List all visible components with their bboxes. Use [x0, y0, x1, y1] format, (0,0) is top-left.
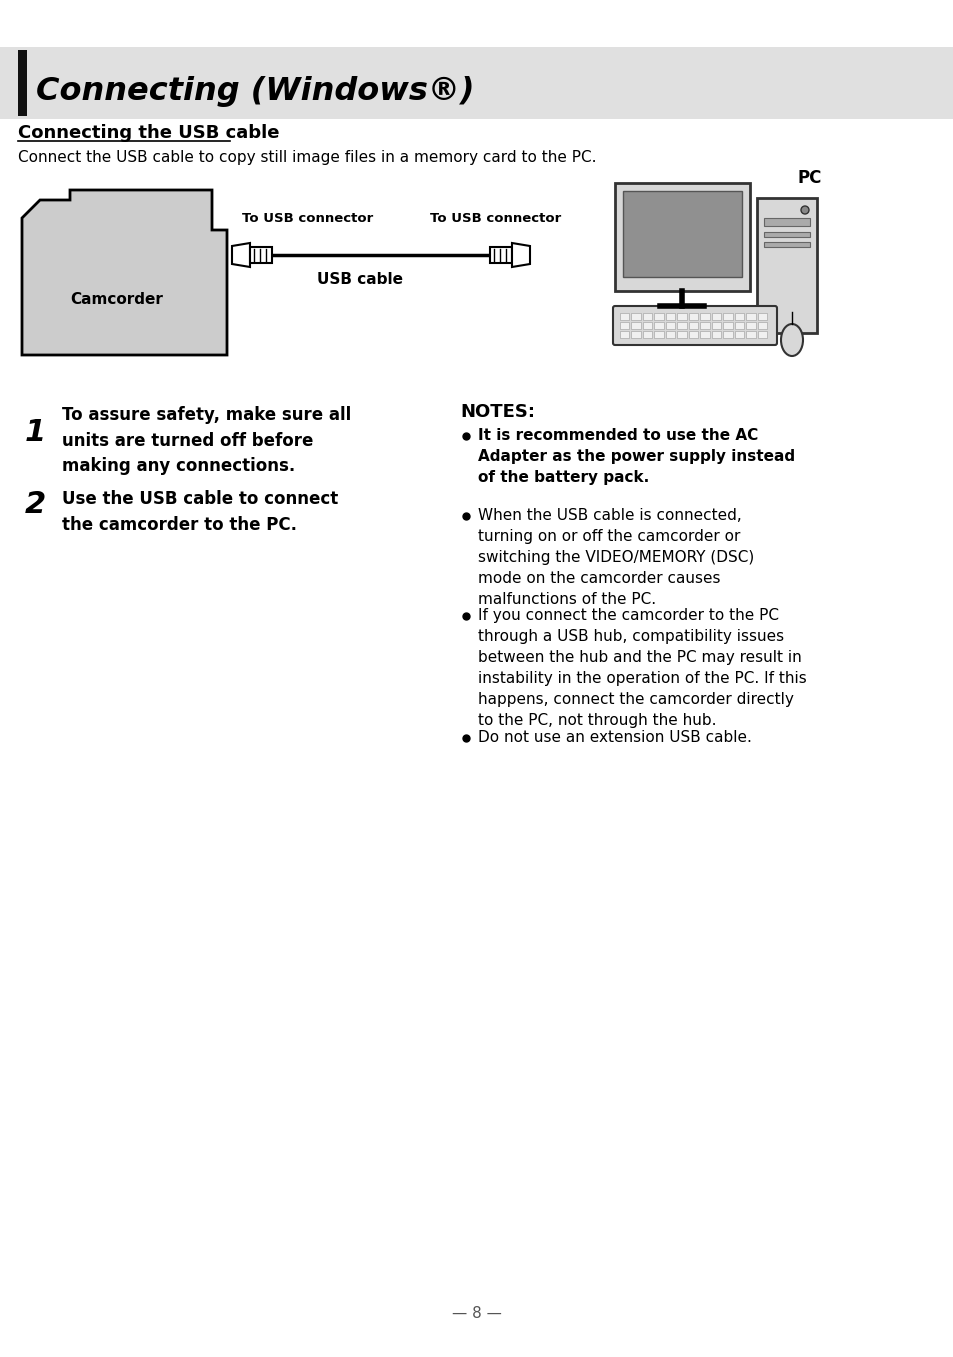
Bar [665, 313, 675, 320]
Bar [642, 331, 652, 338]
Text: Connecting (Windows®): Connecting (Windows®) [36, 76, 474, 107]
Bar [763, 218, 809, 227]
Circle shape [801, 206, 808, 214]
Bar [688, 313, 698, 320]
Bar [615, 183, 749, 290]
Bar [490, 247, 512, 263]
Text: Use the USB cable to connect
the camcorder to the PC.: Use the USB cable to connect the camcord… [62, 490, 338, 533]
Bar [700, 313, 709, 320]
Text: — 8 —: — 8 — [452, 1305, 501, 1320]
Polygon shape [232, 243, 250, 267]
Bar [677, 322, 686, 328]
Text: It is recommended to use the AC
Adapter as the power supply instead
of the batte: It is recommended to use the AC Adapter … [477, 427, 794, 484]
Bar [734, 313, 743, 320]
Text: Connecting the USB cable: Connecting the USB cable [18, 123, 279, 142]
Bar [250, 247, 272, 263]
FancyBboxPatch shape [613, 305, 776, 345]
Bar [700, 331, 709, 338]
Text: If you connect the camcorder to the PC
through a USB hub, compatibility issues
b: If you connect the camcorder to the PC t… [477, 608, 806, 727]
Text: 1: 1 [25, 418, 46, 446]
Bar [745, 331, 755, 338]
Bar [763, 232, 809, 237]
Bar [711, 322, 720, 328]
Bar [654, 331, 663, 338]
Bar [619, 331, 629, 338]
Text: Do not use an extension USB cable.: Do not use an extension USB cable. [477, 730, 751, 745]
Bar [0, 47, 953, 119]
Bar [619, 322, 629, 328]
Bar [745, 313, 755, 320]
Bar [677, 313, 686, 320]
Bar [722, 313, 732, 320]
Text: 2: 2 [25, 490, 46, 518]
Text: NOTES:: NOTES: [459, 403, 535, 421]
Bar [758, 322, 767, 328]
Bar [763, 242, 809, 247]
Text: To assure safety, make sure all
units are turned off before
making any connectio: To assure safety, make sure all units ar… [62, 406, 351, 475]
Bar [677, 331, 686, 338]
Bar [734, 322, 743, 328]
Bar [622, 191, 741, 277]
Text: When the USB cable is connected,
turning on or off the camcorder or
switching th: When the USB cable is connected, turning… [477, 508, 754, 607]
Bar [642, 313, 652, 320]
Bar [631, 313, 640, 320]
Bar [734, 331, 743, 338]
Polygon shape [512, 243, 530, 267]
Bar [758, 331, 767, 338]
Text: PC: PC [797, 170, 821, 187]
Text: To USB connector: To USB connector [242, 212, 373, 225]
Bar [700, 322, 709, 328]
Bar [688, 322, 698, 328]
Bar [722, 322, 732, 328]
Bar [722, 331, 732, 338]
Bar [631, 331, 640, 338]
Bar [745, 322, 755, 328]
Bar [619, 313, 629, 320]
Text: To USB connector: To USB connector [430, 212, 560, 225]
Bar [654, 322, 663, 328]
Text: Camcorder: Camcorder [71, 293, 163, 308]
Bar [642, 322, 652, 328]
Bar [711, 331, 720, 338]
Bar [711, 313, 720, 320]
Bar [654, 313, 663, 320]
Bar [665, 331, 675, 338]
Bar [758, 313, 767, 320]
Polygon shape [22, 190, 227, 356]
Bar [757, 198, 816, 332]
Text: USB cable: USB cable [316, 271, 402, 286]
Bar [18, 50, 27, 115]
Ellipse shape [781, 324, 802, 356]
Bar [631, 322, 640, 328]
Bar [665, 322, 675, 328]
Bar [688, 331, 698, 338]
Text: Connect the USB cable to copy still image files in a memory card to the PC.: Connect the USB cable to copy still imag… [18, 151, 596, 166]
